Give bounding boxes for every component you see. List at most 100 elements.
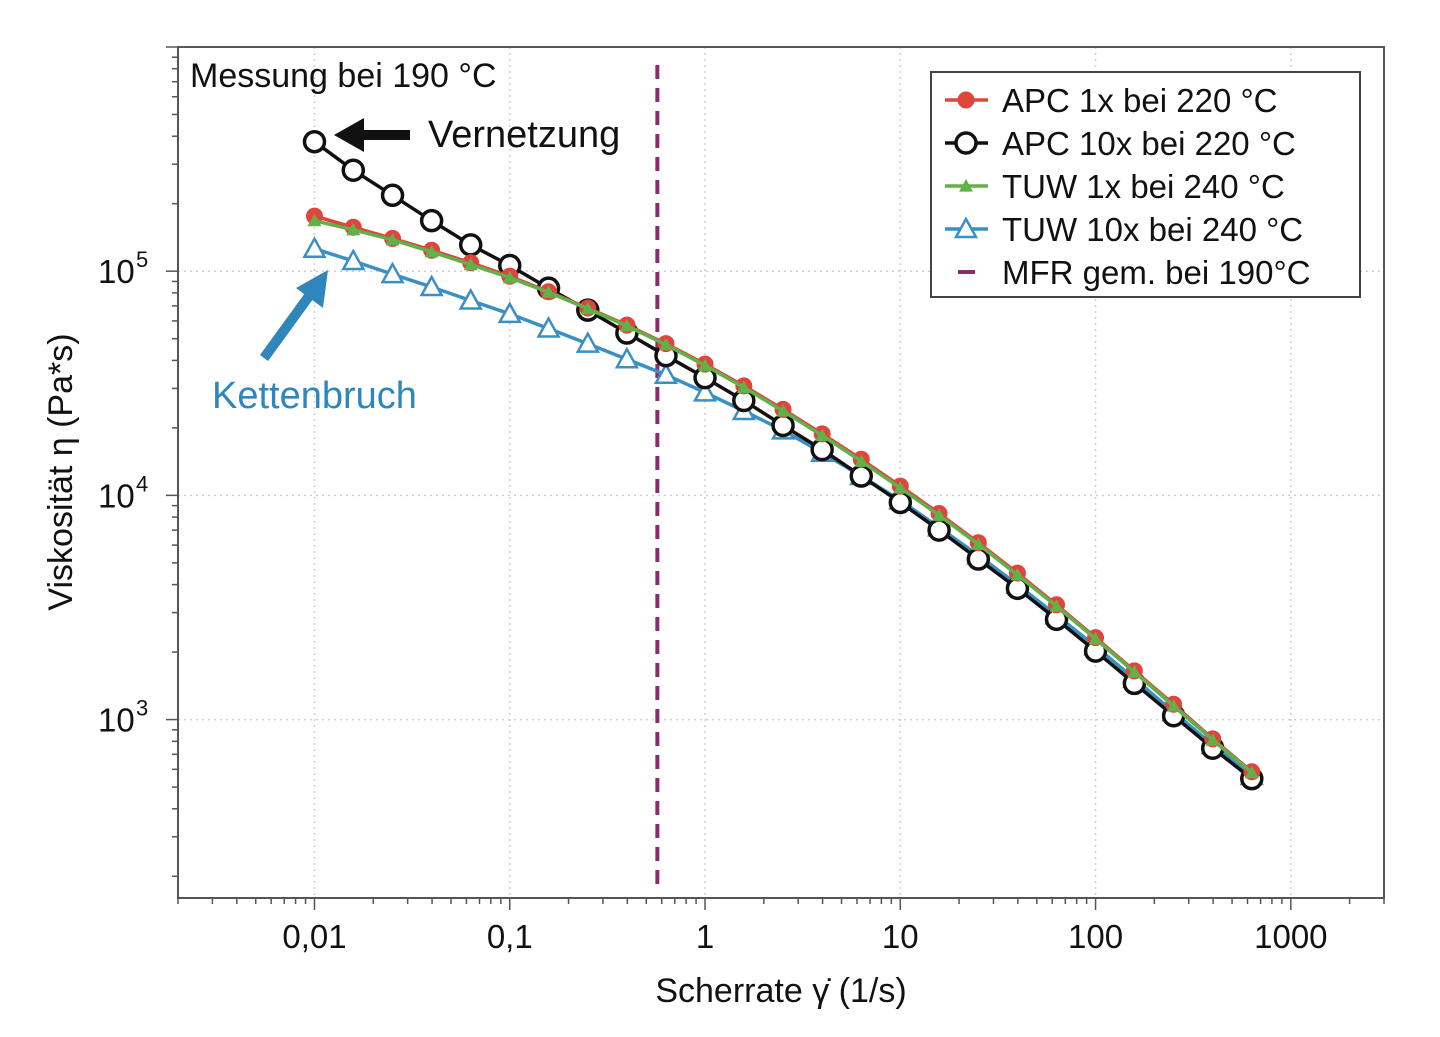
y-tick-base: 10 (98, 477, 135, 514)
x-tick-labels: 0,01 0,1 1 10 100 1000 (282, 918, 1327, 955)
x-axis-title: Scherrate γ̇ (1/s) (655, 972, 906, 1010)
data-point (692, 379, 718, 402)
data-point (1010, 567, 1025, 581)
chain-scission-arrow-shaft (259, 289, 317, 361)
series-2 (307, 213, 1259, 779)
data-point (346, 222, 361, 236)
data-point (893, 480, 908, 494)
legend-label: APC 10x bei 220 °C (1002, 125, 1296, 162)
data-point (653, 362, 679, 385)
series-layer (302, 129, 1264, 791)
legend-marker (959, 179, 973, 192)
ticks (166, 46, 1385, 910)
data-point (419, 274, 444, 297)
legend-item: APC 10x bei 220 °C (945, 125, 1296, 162)
legend-items: APC 1x bei 220 °C APC 10x bei 220 °C TUW 1… (945, 82, 1310, 291)
data-point (1088, 631, 1103, 645)
x-tick-label: 0,1 (487, 918, 533, 955)
crosslinking-label: Vernetzung (428, 114, 620, 156)
data-point (815, 428, 830, 442)
data-point (776, 403, 791, 417)
data-point (385, 232, 400, 246)
data-point (424, 244, 439, 258)
chain-scission-annotation: Kettenbruch (212, 270, 417, 417)
legend-label: APC 1x bei 220 °C (1002, 82, 1278, 119)
data-point (927, 518, 951, 542)
y-tick-base: 10 (98, 253, 135, 290)
legend-item: APC 1x bei 220 °C (945, 82, 1278, 119)
data-point (341, 158, 366, 182)
legend: APC 1x bei 220 °C APC 10x bei 220 °C TUW 1… (930, 71, 1361, 298)
series-line (314, 218, 1253, 774)
legend-marker (954, 131, 978, 155)
data-point (380, 261, 405, 284)
legend-label: TUW 1x bei 240 °C (1002, 168, 1285, 205)
x-tick-label: 1 (696, 918, 714, 955)
legend-label: TUW 10x bei 240 °C (1002, 211, 1303, 248)
plot-frame (177, 46, 1385, 899)
y-tick-label: 10 5 (98, 247, 148, 290)
chain-scission-arrow-head (296, 270, 328, 308)
data-point (619, 318, 634, 332)
chain-scission-label: Kettenbruch (212, 375, 417, 417)
legend-box (930, 71, 1361, 298)
data-point (971, 537, 986, 550)
x-tick-label: 100 (1068, 918, 1123, 955)
x-tick-label: 0,01 (282, 918, 346, 955)
data-point (341, 248, 366, 271)
data-point (849, 464, 873, 488)
data-point (1166, 698, 1181, 712)
data-point (458, 287, 483, 310)
data-point (380, 183, 405, 208)
data-point (932, 508, 947, 521)
data-point (771, 413, 795, 438)
data-point (810, 437, 834, 462)
data-point (502, 270, 517, 284)
data-point (1049, 599, 1064, 612)
series-3 (302, 236, 1264, 786)
legend-item: TUW 10x bei 240 °C (945, 211, 1303, 248)
data-point (575, 331, 600, 353)
data-point (614, 346, 640, 369)
data-point (1244, 765, 1259, 779)
series-line (314, 214, 1253, 774)
data-point (458, 233, 483, 257)
data-point (658, 337, 673, 351)
data-point (497, 301, 522, 324)
data-point (419, 208, 444, 233)
y-tick-exponent: 3 (136, 696, 148, 721)
data-point (1127, 665, 1142, 678)
data-point (302, 236, 327, 258)
data-point (536, 315, 561, 338)
y-tick-exponent: 5 (136, 247, 148, 272)
data-point (888, 490, 913, 515)
y-tick-label: 10 3 (98, 696, 148, 739)
data-point (541, 285, 556, 298)
data-point (736, 380, 751, 394)
x-tick-label: 1000 (1254, 918, 1327, 955)
legend-label: MFR gem. bei 190°C (1002, 254, 1310, 291)
legend-item: MFR gem. bei 190°C (958, 254, 1310, 291)
x-tick-label: 10 (882, 918, 919, 955)
data-point (463, 257, 478, 271)
legend-item: TUW 1x bei 240 °C (945, 168, 1285, 205)
measurement-annotation: Messung bei 190 °C (190, 57, 497, 95)
crosslinking-annotation: Vernetzung (334, 114, 620, 156)
data-point (580, 301, 595, 315)
data-point (854, 454, 869, 467)
y-tick-label: 10 4 (98, 471, 148, 514)
legend-marker (953, 216, 979, 239)
grid (178, 47, 1384, 898)
y-tick-base: 10 (98, 702, 135, 739)
y-tick-exponent: 4 (136, 471, 148, 496)
data-point (1205, 733, 1220, 746)
data-point (302, 129, 327, 154)
y-axis-title: Viskosität η (Pa*s) (42, 333, 80, 610)
data-point (966, 547, 991, 571)
crosslinking-arrow-head (334, 118, 364, 152)
legend-marker (957, 91, 975, 109)
series-line (313, 247, 1253, 778)
